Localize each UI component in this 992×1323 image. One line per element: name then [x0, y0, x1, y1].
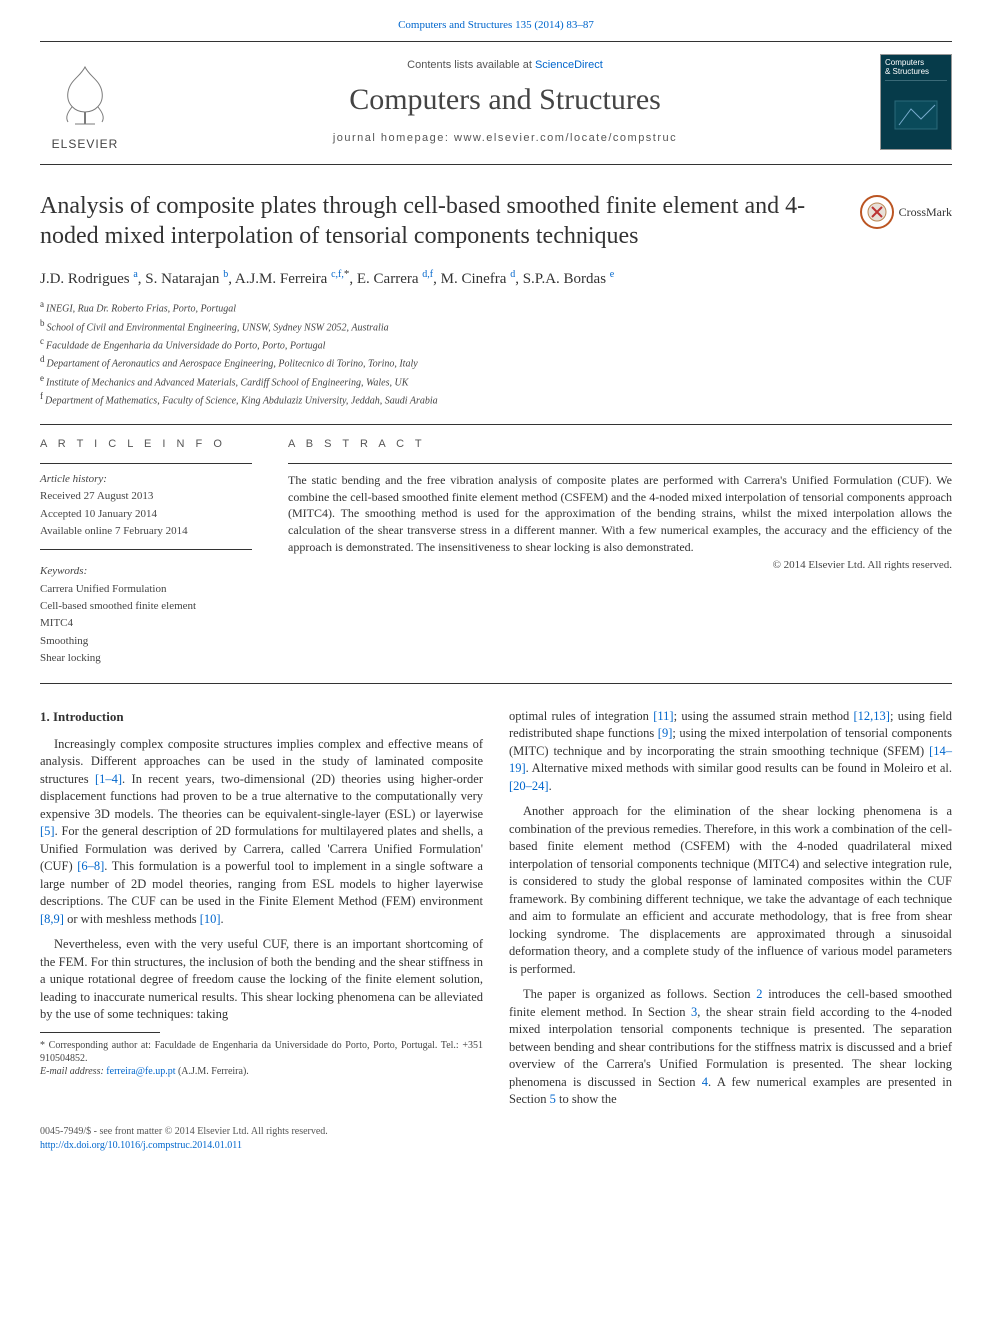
homepage-url: www.elsevier.com/locate/compstruc: [454, 132, 677, 144]
email-label: E-mail address:: [40, 1066, 106, 1077]
publisher-logo: ELSEVIER: [40, 52, 130, 152]
cover-art-icon: [891, 95, 941, 135]
keyword-item: MITC4: [40, 616, 252, 631]
email-paren: (A.J.M. Ferreira).: [175, 1066, 248, 1077]
homepage-prefix: journal homepage:: [333, 132, 454, 144]
abstract-text: The static bending and the free vibratio…: [288, 472, 952, 556]
accepted: Accepted 10 January 2014: [40, 507, 252, 522]
info-rule2: [40, 549, 252, 550]
abstract-col: A B S T R A C T The static bending and t…: [270, 425, 952, 682]
article-info-heading: A R T I C L E I N F O: [40, 437, 252, 452]
para-5: The paper is organized as follows. Secti…: [509, 986, 952, 1109]
sciencedirect-link[interactable]: ScienceDirect: [535, 59, 603, 71]
para-1: Increasingly complex composite structure…: [40, 736, 483, 929]
homepage-line: journal homepage: www.elsevier.com/locat…: [148, 131, 862, 146]
para-2: Nevertheless, even with the very useful …: [40, 936, 483, 1024]
article-info-col: A R T I C L E I N F O Article history: R…: [40, 425, 270, 682]
affiliation-item: aINEGI, Rua Dr. Roberto Frias, Porto, Po…: [40, 298, 952, 316]
cite-9[interactable]: [9]: [658, 726, 673, 740]
corresponding-footnote: * Corresponding author at: Faculdade de …: [40, 1039, 483, 1078]
title-block: Analysis of composite plates through cel…: [0, 165, 992, 257]
info-rule: [40, 463, 252, 464]
cite-12-13[interactable]: [12,13]: [853, 709, 889, 723]
para-4: Another approach for the elimination of …: [509, 803, 952, 978]
cite-6-8[interactable]: [6–8]: [77, 859, 104, 873]
keyword-item: Shear locking: [40, 651, 252, 666]
masthead-center: Contents lists available at ScienceDirec…: [148, 58, 862, 147]
keyword-item: Cell-based smoothed finite element: [40, 599, 252, 614]
masthead: ELSEVIER Contents lists available at Sci…: [0, 42, 992, 164]
keyword-item: Carrera Unified Formulation: [40, 582, 252, 597]
crossmark-label: CrossMark: [899, 204, 952, 221]
contents-prefix: Contents lists available at: [407, 59, 535, 71]
abstract-heading: A B S T R A C T: [288, 437, 952, 452]
footer: 0045-7949/$ - see front matter © 2014 El…: [0, 1119, 992, 1173]
affiliation-item: dDepartament of Aeronautics and Aerospac…: [40, 353, 952, 371]
top-citation-link[interactable]: Computers and Structures 135 (2014) 83–8…: [398, 19, 594, 31]
cite-11[interactable]: [11]: [653, 709, 673, 723]
keyword-item: Smoothing: [40, 634, 252, 649]
affiliation-item: fDepartment of Mathematics, Faculty of S…: [40, 390, 952, 408]
cite-10[interactable]: [10]: [200, 912, 221, 926]
cover-line2: & Structures: [885, 68, 947, 77]
info-abstract-row: A R T I C L E I N F O Article history: R…: [40, 424, 952, 683]
corr-text: * Corresponding author at: Faculdade de …: [40, 1039, 483, 1065]
cite-5[interactable]: [5]: [40, 824, 55, 838]
received: Received 27 August 2013: [40, 489, 252, 504]
affiliation-item: eInstitute of Mechanics and Advanced Mat…: [40, 372, 952, 390]
footnote-rule: [40, 1032, 160, 1033]
article-title: Analysis of composite plates through cel…: [40, 191, 860, 251]
issn-line: 0045-7949/$ - see front matter © 2014 El…: [40, 1125, 952, 1139]
cite-1-4[interactable]: [1–4]: [95, 772, 122, 786]
cite-20-24[interactable]: [20–24]: [509, 779, 549, 793]
journal-cover-thumb: Computers & Structures: [880, 54, 952, 150]
intro-heading: 1. Introduction: [40, 708, 483, 726]
para-3: optimal rules of integration [11]; using…: [509, 708, 952, 796]
journal-name: Computers and Structures: [148, 79, 862, 121]
affiliations: aINEGI, Rua Dr. Roberto Frias, Porto, Po…: [0, 294, 992, 418]
keywords-label: Keywords:: [40, 564, 252, 579]
publisher-name: ELSEVIER: [52, 136, 119, 153]
abstract-copyright: © 2014 Elsevier Ltd. All rights reserved…: [288, 558, 952, 573]
cite-8-9[interactable]: [8,9]: [40, 912, 64, 926]
affiliation-item: bSchool of Civil and Environmental Engin…: [40, 317, 952, 335]
crossmark-icon: [866, 201, 888, 223]
affiliation-item: cFaculdade de Engenharia da Universidade…: [40, 335, 952, 353]
top-citation: Computers and Structures 135 (2014) 83–8…: [0, 0, 992, 41]
abs-rule: [288, 463, 952, 464]
email-link[interactable]: ferreira@fe.up.pt: [106, 1066, 175, 1077]
history-label: Article history:: [40, 472, 252, 487]
elsevier-tree-icon: [50, 62, 120, 132]
body-columns: 1. Introduction Increasingly complex com…: [0, 684, 992, 1119]
crossmark-badge[interactable]: CrossMark: [860, 195, 952, 229]
doi-link[interactable]: http://dx.doi.org/10.1016/j.compstruc.20…: [40, 1140, 242, 1151]
online: Available online 7 February 2014: [40, 524, 252, 539]
authors: J.D. Rodrigues a, S. Natarajan b, A.J.M.…: [0, 257, 992, 294]
contents-line: Contents lists available at ScienceDirec…: [148, 58, 862, 73]
